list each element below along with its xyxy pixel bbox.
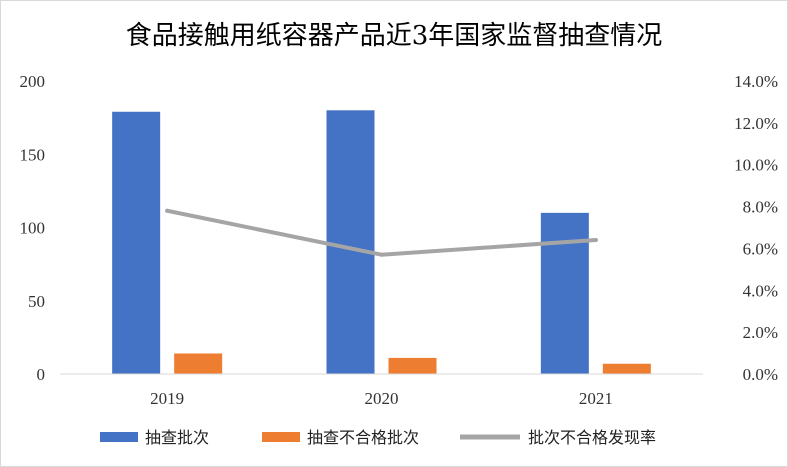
bar-unqualified [174, 353, 223, 374]
rate-point [593, 238, 598, 243]
right-axis-tick-label: 2.0% [743, 323, 778, 342]
left-axis-tick-label: 0 [37, 365, 46, 384]
left-axis-tick-label: 50 [28, 292, 45, 311]
left-axis-tick-label: 100 [20, 219, 46, 238]
bar-unqualified [602, 363, 651, 374]
right-axis-tick-label: 4.0% [743, 281, 778, 300]
bar-inspected [540, 212, 589, 374]
right-axis-tick-label: 14.0% [734, 72, 778, 91]
category-label: 2020 [365, 389, 399, 408]
bar-inspected [112, 111, 161, 374]
right-axis-tick-label: 12.0% [734, 114, 778, 133]
legend: 抽查批次 抽查不合格批次 批次不合格发现率 [100, 428, 656, 447]
right-axis-tick-label: 8.0% [743, 198, 778, 217]
chart-title: 食品接触用纸容器产品近3年国家监督抽查情况 [126, 21, 663, 51]
legend-swatch [100, 432, 138, 442]
legend-label: 抽查不合格批次 [307, 428, 419, 447]
bars [112, 110, 651, 375]
category-label: 2021 [579, 389, 613, 408]
category-label: 2019 [150, 389, 184, 408]
bar-inspected [326, 110, 375, 375]
left-axis-tick-label: 150 [20, 145, 46, 164]
rate-line-series [165, 208, 598, 257]
category-labels: 2019 2020 2021 [150, 389, 613, 408]
legend-label: 批次不合格发现率 [528, 428, 656, 447]
legend-label: 抽查批次 [145, 428, 209, 447]
rate-point [379, 252, 384, 257]
left-axis-tick-label: 200 [20, 72, 46, 91]
bar-unqualified [388, 357, 437, 374]
right-axis-tick-label: 6.0% [743, 239, 778, 258]
right-axis-tick-label: 10.0% [734, 156, 778, 175]
legend-swatch [262, 432, 300, 442]
rate-line [165, 208, 598, 257]
right-axis-ticks: 0.0% 2.0% 4.0% 6.0% 8.0% 10.0% 12.0% 14.0% [734, 72, 778, 384]
left-axis-ticks: 0 50 100 150 200 [20, 72, 46, 384]
right-axis-tick-label: 0.0% [743, 365, 778, 384]
rate-point [165, 208, 170, 213]
